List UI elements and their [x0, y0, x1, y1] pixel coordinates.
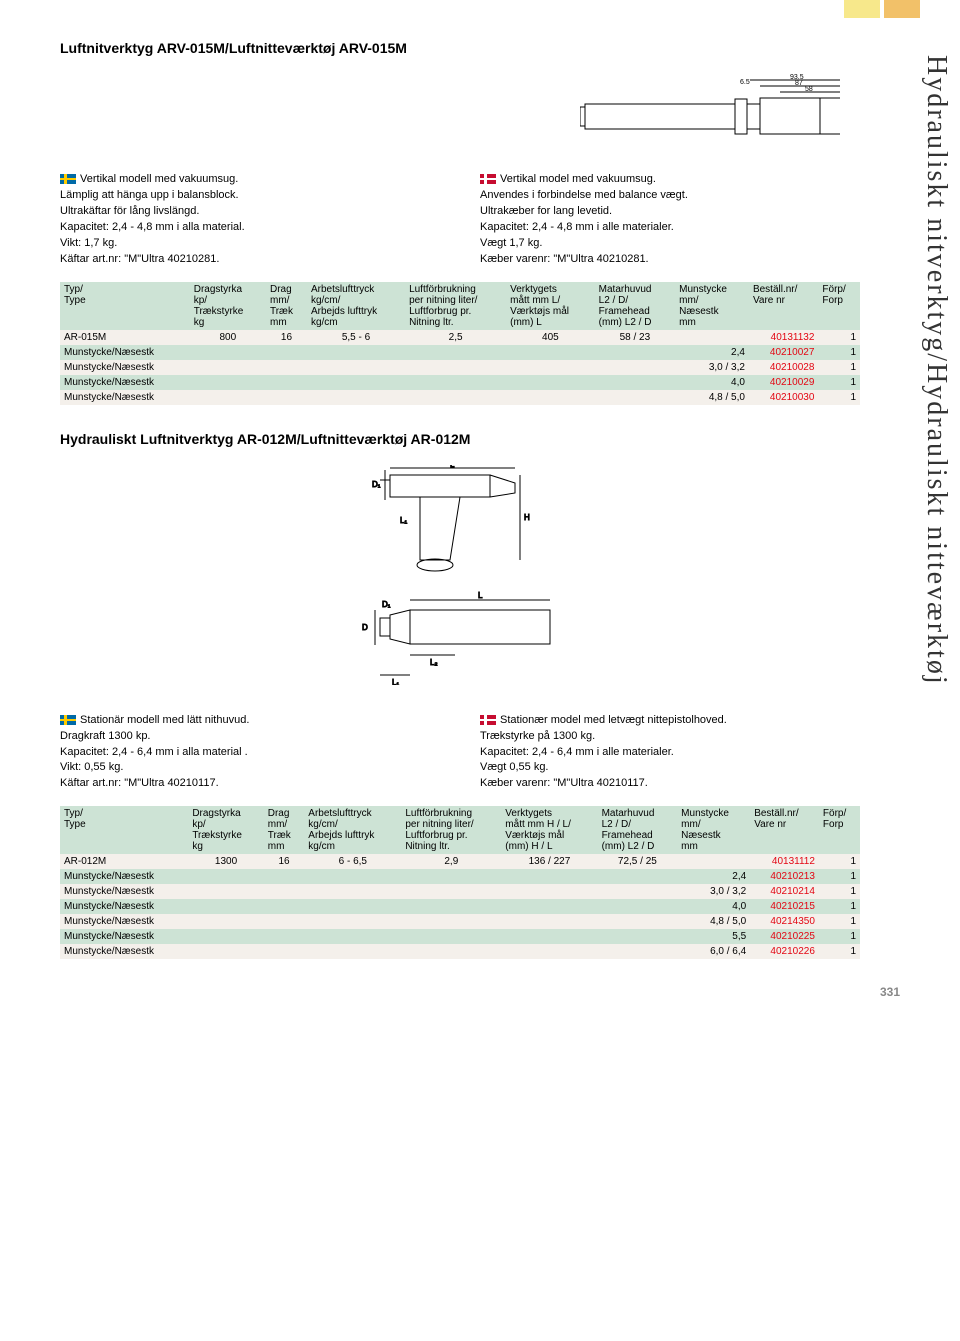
diagram-arv015m: 93.5 87 58 6.5 — [60, 74, 860, 154]
table-row: Munstycke/Næsestk6,0 / 6,4402102261 — [60, 944, 860, 959]
table-row: AR-012M1300166 - 6,52,9136 / 22772,5 / 2… — [60, 854, 860, 869]
col-header: MatarhuvudL2 / D/Framehead(mm) L2 / D — [598, 806, 678, 854]
flag-se-icon — [60, 174, 76, 184]
table-row: Munstycke/Næsestk2,4402100271 — [60, 345, 860, 360]
table-row: Munstycke/Næsestk4,0402100291 — [60, 375, 860, 390]
svg-text:D: D — [362, 623, 368, 632]
col-header: Typ/Type — [60, 282, 190, 330]
flag-se-icon — [60, 715, 76, 725]
table1: Typ/TypeDragstyrkakp/TrækstyrkekgDragmm/… — [60, 282, 860, 405]
table-row: Munstycke/Næsestk3,0 / 3,2402102141 — [60, 884, 860, 899]
col-header: MatarhuvudL2 / D/Framehead(mm) L2 / D — [595, 282, 675, 330]
col-header: Beställ.nr/Vare nr — [749, 282, 818, 330]
svg-text:L: L — [450, 465, 455, 469]
col-header: Dragmm/Trækmm — [264, 806, 305, 854]
table-row: Munstycke/Næsestk4,8 / 5,0402143501 — [60, 914, 860, 929]
table-row: Munstycke/Næsestk4,8 / 5,0402100301 — [60, 390, 860, 405]
svg-text:87: 87 — [795, 80, 803, 87]
side-title: Hydrauliskt nitverktyg/Hydrauliskt nitte… — [920, 55, 952, 686]
svg-text:L₁: L₁ — [392, 678, 399, 685]
table2: Typ/TypeDragstyrkakp/TrækstyrkekgDragmm/… — [60, 806, 860, 959]
table-row: Munstycke/Næsestk5,5402102251 — [60, 929, 860, 944]
col-header: Förp/Forp — [819, 806, 860, 854]
top-tabs — [844, 0, 920, 18]
table-row: Munstycke/Næsestk4,0402102151 — [60, 899, 860, 914]
svg-text:H: H — [524, 513, 530, 522]
flag-dk-icon — [480, 715, 496, 725]
svg-text:L: L — [478, 591, 483, 600]
col-header: Luftförbrukningper nitning liter/Luftfor… — [401, 806, 501, 854]
table-row: Munstycke/Næsestk2,4402102131 — [60, 869, 860, 884]
section2-se-desc: Stationär modell med lätt nithuvud. Drag… — [60, 713, 440, 793]
col-header: Arbetslufttryckkg/cm/Arbejds lufttrykkg/… — [304, 806, 401, 854]
col-header: Dragstyrkakp/Trækstyrkekg — [190, 282, 266, 330]
col-header: Förp/Forp — [818, 282, 860, 330]
section1-title: Luftnitverktyg ARV-015M/Luftnitteværktøj… — [60, 40, 860, 56]
section1-se-desc: Vertikal modell med vakuumsug. Lämplig a… — [60, 172, 440, 268]
col-header: Arbetslufttryckkg/cm/Arbejds lufttrykkg/… — [307, 282, 405, 330]
table-row: AR-015M800165,5 - 62,540558 / 2340131132… — [60, 330, 860, 345]
col-header: Munstyckemm/Næsestkmm — [675, 282, 749, 330]
page-number: 331 — [60, 985, 910, 999]
svg-text:L₁: L₁ — [400, 516, 407, 525]
col-header: Verktygetsmått mm H / L/Værktøjs mål(mm)… — [501, 806, 597, 854]
col-header: Dragstyrkakp/Trækstyrkekg — [188, 806, 263, 854]
diagram-ar012m: D₁ L H L₁ D D₁ L L₂ — [60, 465, 860, 685]
col-header: Dragmm/Trækmm — [266, 282, 307, 330]
section2-dk-desc: Stationær model med letvægt nittepistolh… — [480, 713, 860, 793]
col-header: Luftförbrukningper nitning liter/Luftfor… — [405, 282, 506, 330]
svg-text:58: 58 — [805, 86, 813, 93]
section1-dk-desc: Vertikal model med vakuumsug. Anvendes i… — [480, 172, 860, 268]
col-header: Munstyckemm/Næsestkmm — [677, 806, 750, 854]
table-row: Munstycke/Næsestk3,0 / 3,2402100281 — [60, 360, 860, 375]
svg-text:D₁: D₁ — [372, 480, 381, 489]
col-header: Verktygetsmått mm L/Værktøjs mål(mm) L — [506, 282, 595, 330]
svg-text:L₂: L₂ — [430, 658, 438, 667]
col-header: Typ/Type — [60, 806, 188, 854]
svg-text:6.5: 6.5 — [740, 79, 750, 86]
flag-dk-icon — [480, 174, 496, 184]
section2-title: Hydrauliskt Luftnitverktyg AR-012M/Luftn… — [60, 431, 860, 447]
col-header: Beställ.nr/Vare nr — [750, 806, 819, 854]
svg-text:D₁: D₁ — [382, 600, 391, 609]
